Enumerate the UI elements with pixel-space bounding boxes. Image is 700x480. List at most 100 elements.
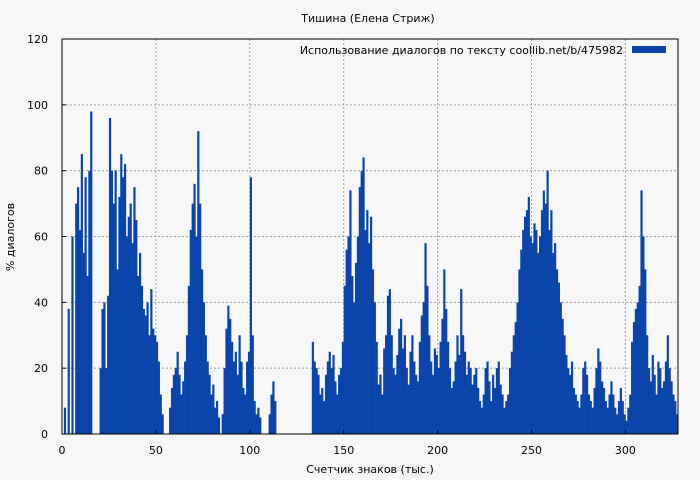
data-bar: [71, 236, 74, 434]
data-bar: [204, 335, 207, 434]
data-bar: [527, 197, 530, 434]
data-bar: [631, 341, 634, 434]
data-bar: [202, 302, 206, 434]
data-bar: [321, 387, 324, 434]
data-bar: [114, 170, 117, 434]
data-bar: [238, 335, 241, 434]
data-bar: [510, 351, 514, 434]
data-bar: [565, 355, 568, 434]
data-bar: [125, 236, 129, 434]
data-bar: [563, 335, 566, 434]
data-bar: [555, 269, 559, 434]
data-bar: [349, 190, 352, 434]
data-bar: [379, 374, 382, 434]
data-bar: [616, 414, 619, 434]
data-bar: [587, 394, 591, 434]
data-bar: [578, 407, 581, 434]
data-bar: [480, 407, 483, 434]
data-bar: [495, 368, 499, 434]
data-bar: [347, 236, 350, 434]
data-bar: [381, 394, 384, 434]
data-bar: [418, 341, 422, 434]
data-bar: [450, 387, 453, 434]
data-bar: [557, 282, 560, 434]
y-tick-label: 100: [27, 99, 48, 112]
data-bar: [653, 374, 656, 434]
data-bar: [501, 394, 504, 434]
data-bar: [187, 285, 191, 434]
data-bar: [580, 394, 583, 434]
data-bar: [601, 381, 604, 434]
data-bar: [574, 394, 577, 434]
y-tick-label: 40: [34, 296, 48, 309]
data-bar: [666, 335, 669, 434]
data-bar: [259, 417, 262, 434]
data-bar: [584, 361, 587, 434]
data-bar: [142, 308, 145, 434]
data-bar: [467, 361, 470, 434]
data-bar: [332, 355, 335, 434]
data-bar: [629, 394, 632, 434]
data-bar: [370, 216, 373, 434]
data-bar: [373, 302, 376, 434]
data-bar: [670, 381, 673, 434]
data-bar: [619, 387, 622, 434]
data-bar: [649, 381, 653, 434]
data-bar: [456, 335, 459, 434]
data-bar: [497, 361, 500, 434]
data-bar: [559, 302, 562, 434]
data-bar: [139, 252, 142, 434]
data-bar: [525, 210, 529, 434]
data-bar: [240, 361, 243, 434]
data-bar: [441, 318, 444, 434]
data-bar: [672, 394, 675, 434]
data-bar: [503, 407, 506, 434]
data-bar: [221, 414, 224, 434]
data-bar: [154, 335, 157, 434]
x-tick-label: 300: [615, 444, 636, 457]
data-bar: [591, 407, 594, 434]
data-bar: [437, 368, 440, 434]
data-bar: [101, 308, 104, 434]
data-bar: [445, 308, 448, 434]
data-bar: [257, 407, 260, 434]
data-bar: [319, 394, 322, 434]
data-bar: [561, 318, 564, 434]
x-tick-label: 50: [149, 444, 163, 457]
data-bar: [597, 348, 600, 434]
data-bar: [469, 368, 472, 434]
data-bar: [88, 170, 91, 434]
data-bar: [638, 285, 641, 434]
data-bar: [242, 387, 245, 434]
data-bar: [407, 384, 410, 434]
legend-swatch: [632, 46, 666, 53]
data-bar: [229, 318, 232, 434]
data-bar: [548, 229, 551, 434]
data-bar: [356, 236, 360, 434]
y-tick-label: 120: [27, 33, 48, 46]
data-bar: [210, 394, 213, 434]
data-bar: [214, 407, 217, 434]
data-bar: [217, 417, 221, 434]
data-bar: [159, 394, 162, 434]
data-bars: [63, 111, 679, 435]
data-bar: [454, 361, 457, 434]
data-bar: [107, 295, 110, 434]
data-bar: [197, 131, 200, 434]
y-tick-label: 80: [34, 165, 48, 178]
data-bar: [606, 407, 609, 434]
data-bar: [550, 210, 553, 434]
data-bar: [227, 305, 230, 434]
data-bar: [431, 374, 435, 434]
data-bar: [505, 401, 508, 434]
data-bar: [593, 387, 596, 434]
data-bar: [640, 190, 643, 434]
data-bar: [155, 341, 159, 434]
data-bar: [270, 394, 273, 434]
data-bar: [328, 351, 331, 434]
x-tick-label: 0: [59, 444, 66, 457]
chart-title: Тишина (Елена Стриж): [300, 12, 434, 25]
data-bar: [78, 229, 82, 434]
data-bar: [539, 236, 542, 434]
data-bar: [458, 355, 461, 434]
